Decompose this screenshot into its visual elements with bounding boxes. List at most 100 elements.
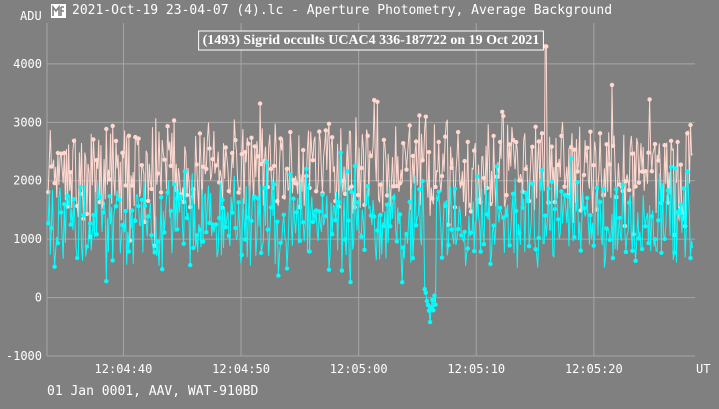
target-data-point — [104, 279, 109, 284]
target-data-point — [620, 182, 625, 188]
background-data-point — [162, 157, 167, 162]
y-tick-label: 1000 — [13, 232, 42, 246]
background-data-point — [575, 169, 580, 174]
background-data-point — [407, 123, 412, 128]
footer-info: 01 Jan 0001, AAV, WAT-910BD — [47, 384, 259, 399]
target-data-point — [662, 236, 667, 242]
background-data-point — [391, 184, 396, 189]
target-data-point — [213, 222, 219, 227]
target-data-point — [346, 218, 351, 223]
background-data-point — [210, 156, 215, 162]
background-data-point — [688, 122, 693, 128]
target-data-point — [158, 195, 164, 200]
target-data-point — [375, 228, 380, 233]
background-data-point — [585, 145, 590, 150]
target-data-point — [501, 215, 506, 220]
background-data-point — [649, 169, 654, 174]
target-data-point — [160, 267, 165, 272]
background-data-point — [91, 137, 96, 142]
background-data-point — [623, 179, 629, 184]
background-data-point — [597, 131, 603, 136]
target-data-point — [449, 227, 454, 232]
background-data-point — [239, 151, 244, 157]
target-data-point — [355, 200, 361, 205]
target-data-point — [627, 200, 632, 205]
background-data-point — [342, 191, 348, 197]
target-data-point — [71, 197, 77, 202]
target-data-point — [546, 186, 551, 191]
target-data-point — [401, 245, 406, 250]
background-series-line — [47, 45, 693, 246]
target-data-point — [446, 243, 451, 248]
target-data-point — [433, 302, 438, 307]
y-tick-label: 3000 — [13, 115, 42, 129]
background-data-point — [155, 171, 161, 176]
background-data-point — [213, 163, 219, 168]
background-data-point — [110, 123, 115, 129]
background-data-point — [330, 135, 335, 140]
background-data-point — [591, 163, 596, 168]
background-data-point — [113, 138, 119, 144]
background-data-point — [481, 175, 487, 181]
target-data-point — [407, 199, 412, 205]
target-data-point — [468, 230, 474, 235]
x-tick-label: 12:04:40 — [95, 362, 153, 376]
target-data-point — [149, 233, 154, 238]
background-data-point — [449, 165, 454, 170]
background-data-point — [662, 143, 667, 148]
background-data-point — [129, 183, 135, 188]
target-data-point — [368, 213, 374, 218]
background-data-point — [197, 131, 203, 136]
background-data-point — [610, 143, 616, 148]
background-data-point — [685, 131, 690, 136]
target-data-point — [452, 186, 458, 191]
y-tick-label: -1000 — [6, 349, 42, 363]
target-data-point — [601, 186, 606, 192]
background-data-point — [468, 209, 474, 214]
target-data-point — [345, 169, 350, 174]
target-data-point — [84, 244, 90, 249]
target-data-point — [410, 256, 416, 261]
target-data-point — [591, 243, 596, 248]
target-data-point — [155, 239, 161, 244]
x-tick-label: 12:04:50 — [212, 362, 270, 376]
background-data-point — [604, 142, 609, 147]
target-data-point — [465, 246, 470, 251]
background-data-point — [207, 146, 212, 151]
target-data-point — [520, 205, 525, 210]
target-data-point — [636, 236, 642, 241]
target-data-point — [494, 164, 499, 169]
background-data-point — [355, 192, 361, 198]
target-data-point — [146, 214, 151, 219]
background-data-point — [572, 147, 577, 152]
target-data-point — [52, 264, 57, 269]
target-data-point — [194, 233, 199, 238]
background-data-point — [278, 136, 283, 141]
target-data-point — [565, 194, 570, 199]
target-data-point — [459, 233, 464, 238]
background-data-point — [194, 162, 199, 167]
target-data-point — [352, 163, 357, 169]
target-data-point — [536, 235, 541, 241]
background-data-point — [158, 190, 164, 195]
target-data-point — [488, 261, 493, 267]
background-data-point — [401, 141, 406, 146]
target-data-point — [685, 169, 690, 174]
target-data-point — [646, 240, 651, 246]
target-data-point — [117, 197, 122, 202]
background-data-point — [465, 139, 470, 145]
background-data-point — [607, 162, 612, 167]
target-data-point — [291, 196, 296, 201]
target-data-point — [372, 214, 377, 219]
target-data-point — [424, 298, 430, 304]
target-data-point — [381, 223, 387, 229]
background-data-point — [647, 97, 652, 102]
chart-title-box — [198, 30, 544, 51]
background-data-point — [259, 161, 264, 167]
target-data-point — [543, 213, 548, 218]
background-data-point — [501, 113, 506, 119]
target-data-point — [55, 240, 61, 246]
target-data-point — [678, 202, 683, 207]
target-data-point — [58, 210, 64, 215]
